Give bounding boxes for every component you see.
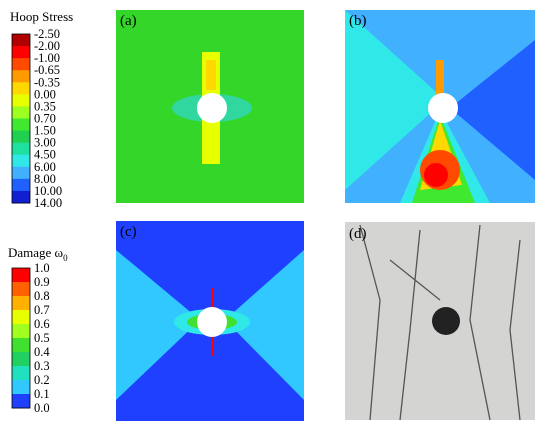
panel-a: (a) [116, 10, 304, 203]
legend-label: 14.00 [34, 196, 62, 210]
panel-label: (b) [349, 13, 367, 29]
damage-title: Damage ω [8, 245, 64, 260]
panel-b: (b) [345, 10, 535, 203]
legend-swatch [12, 166, 30, 180]
legend-swatch [12, 380, 30, 395]
legend-swatch [12, 118, 30, 132]
legend-label: 0.3 [34, 359, 50, 373]
legend-label: 0.00 [34, 87, 56, 101]
panel-label: (d) [349, 226, 367, 242]
legend-label: 0.4 [34, 345, 50, 359]
legend-label: 10.00 [34, 184, 62, 198]
legend-swatch [12, 46, 30, 59]
legend-label: 0.0 [34, 401, 50, 415]
legend-swatch [12, 338, 30, 353]
legend-label: 0.1 [34, 387, 50, 401]
legend-label: -2.50 [34, 27, 60, 41]
legend-frame [11, 267, 31, 409]
legend-label: 8.00 [34, 172, 56, 186]
panel-d: (d) [345, 222, 535, 421]
legend-swatch [12, 394, 30, 409]
legend-swatch [12, 366, 30, 381]
legend-label: 0.7 [34, 303, 50, 317]
legend-swatch [12, 58, 30, 71]
legend-label: 6.00 [34, 160, 56, 174]
legend-label: 0.5 [34, 331, 50, 345]
legend-swatch [12, 268, 30, 283]
legend-frame [11, 33, 31, 204]
legend-swatch [12, 178, 30, 192]
legend-label: 0.70 [34, 112, 56, 126]
legend-swatch [12, 352, 30, 367]
legend-label: 0.9 [34, 275, 50, 289]
damage-subscript: 0 [63, 253, 68, 263]
legend-label: -0.35 [34, 75, 60, 89]
legend-swatch [12, 142, 30, 156]
legend-swatch [12, 296, 30, 311]
legend-swatch [12, 282, 30, 297]
legend-label: 3.00 [34, 136, 56, 150]
panel-label: (a) [120, 13, 137, 29]
legend-swatch [12, 70, 30, 83]
damage-legend-title: Damage ω0 [8, 245, 68, 263]
legend-swatch [12, 324, 30, 339]
legend-label: 0.2 [34, 373, 50, 387]
legend-swatch [12, 82, 30, 95]
legend-swatch [12, 190, 30, 204]
legend-swatch [12, 130, 30, 144]
legend-label: -2.00 [34, 39, 60, 53]
hoop-legend-title: Hoop Stress [10, 9, 73, 24]
legend-swatch [12, 154, 30, 168]
legend-swatch [12, 106, 30, 119]
legend-label: -0.65 [34, 63, 60, 77]
legend-label: 0.35 [34, 99, 56, 113]
legend-label: 1.50 [34, 124, 56, 138]
legend-label: 0.6 [34, 317, 50, 331]
legend-label: 4.50 [34, 148, 56, 162]
legend-label: 1.0 [34, 261, 50, 275]
panel-c: (c) [116, 221, 304, 421]
legend-swatch [12, 34, 30, 47]
legend-swatch [12, 94, 30, 107]
panel-label: (c) [120, 224, 137, 240]
legend-label: 0.8 [34, 289, 50, 303]
legend-swatch [12, 310, 30, 325]
legend-label: -1.00 [34, 51, 60, 65]
